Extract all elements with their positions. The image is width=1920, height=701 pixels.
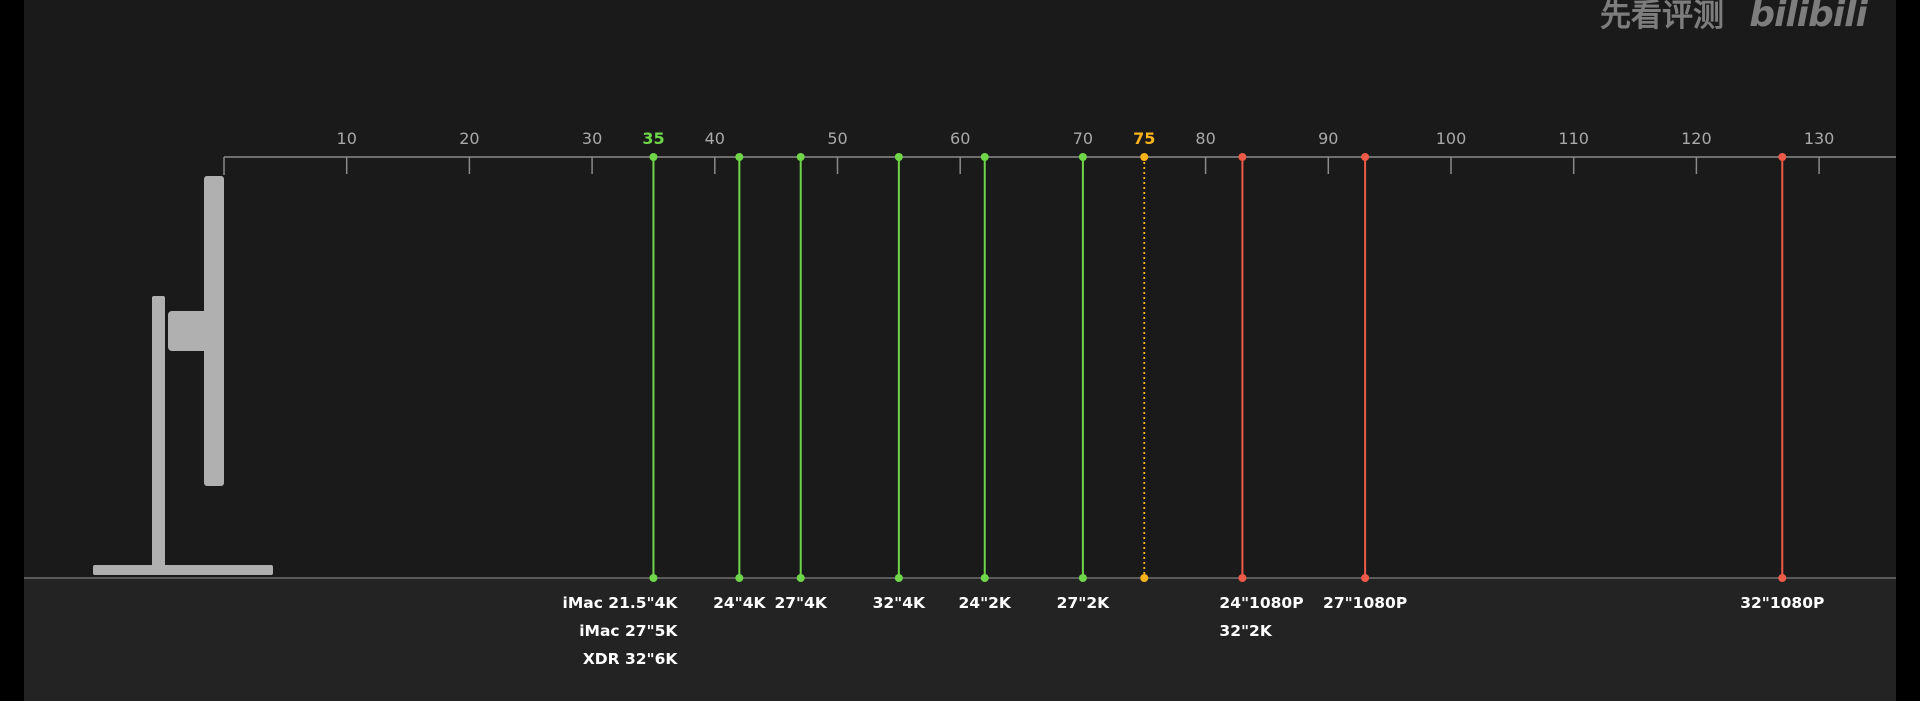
axis-tick-label: 20: [459, 129, 479, 148]
axis-tick-label: 10: [337, 129, 357, 148]
bilibili-logo: bilibili: [1749, 0, 1868, 35]
marker-bottom-dot: [649, 574, 658, 582]
marker-bottom-dot: [796, 574, 805, 582]
axis-tick-label: 40: [705, 129, 725, 148]
marker-bottom-dot: [1140, 574, 1149, 582]
marker-bottom-dot: [980, 574, 989, 582]
axis-tick-label: 70: [1073, 129, 1093, 148]
axis-tick-label: 120: [1681, 129, 1712, 148]
axis-tick-label: 30: [582, 129, 602, 148]
marker-bottom-dot: [735, 574, 744, 582]
monitor-label: 24"2K: [959, 594, 1012, 612]
monitor-stand-pole: [152, 296, 165, 570]
right-letterbox: [1896, 0, 1920, 701]
distance-markers: iMac 21.5"4K iMac 27"5K XDR 32"6K 24"4K 27"4…: [563, 153, 1824, 668]
marker-bottom-dot: [1778, 574, 1787, 582]
monitor-label: 27"1080P: [1323, 594, 1407, 612]
monitor-label: 27"4K: [774, 594, 827, 612]
watermark-text: 先看评测: [1600, 0, 1724, 34]
monitor-label: 24"4K: [713, 594, 766, 612]
axis-tick-label: 130: [1804, 129, 1835, 148]
marker-top-dot: [796, 153, 805, 161]
axis-tick-label: 60: [950, 129, 970, 148]
monitor-base: [93, 565, 273, 575]
axis-tick-label: 110: [1558, 129, 1589, 148]
highlight-tick-label: 35: [642, 129, 664, 148]
monitor-screen: [204, 176, 224, 486]
marker-bottom-dot: [1078, 574, 1087, 582]
axis-tick-label: 100: [1436, 129, 1467, 148]
axis-ticks: 10 20 30 40 50 60 70 80 90 100 110 120 130 35 75: [337, 129, 1835, 174]
axis-tick-label: 80: [1195, 129, 1215, 148]
monitor-label: 32"1080P: [1740, 594, 1824, 612]
highlight-tick-label: 75: [1133, 129, 1155, 148]
axis-tick-label: 90: [1318, 129, 1338, 148]
marker-top-dot: [1361, 153, 1370, 161]
monitor-label: 27"2K: [1057, 594, 1110, 612]
monitor-label: XDR 32"6K: [583, 650, 679, 668]
axis-tick-label: 50: [827, 129, 847, 148]
marker-bottom-dot: [1238, 574, 1247, 582]
monitor-label: 24"1080P: [1219, 594, 1303, 612]
monitor-label: iMac 27"5K: [579, 622, 678, 640]
marker-top-dot: [649, 153, 658, 161]
monitor-hinge: [168, 311, 208, 351]
monitor-label: 32"2K: [1219, 622, 1272, 640]
marker-top-dot: [894, 153, 903, 161]
marker-top-dot: [735, 153, 744, 161]
marker-top-dot: [980, 153, 989, 161]
marker-bottom-dot: [1361, 574, 1370, 582]
marker-bottom-dot: [894, 574, 903, 582]
monitor-label: iMac 21.5"4K: [563, 594, 679, 612]
monitor-icon: [93, 176, 273, 575]
marker-top-dot: [1078, 153, 1087, 161]
left-letterbox: [0, 0, 24, 701]
marker-top-dot: [1238, 153, 1247, 161]
monitor-label: 32"4K: [873, 594, 926, 612]
marker-top-dot: [1778, 153, 1787, 161]
floor-area: [24, 578, 1896, 701]
marker-top-dot: [1140, 153, 1149, 161]
